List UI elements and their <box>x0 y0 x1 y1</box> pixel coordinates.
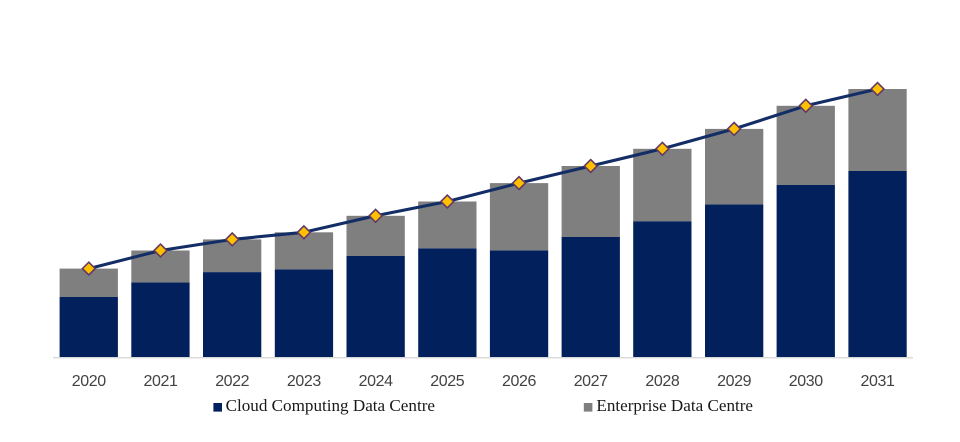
svg-text:2023: 2023 <box>287 373 321 390</box>
svg-text:2025: 2025 <box>430 373 464 390</box>
svg-text:2024: 2024 <box>359 373 393 390</box>
svg-text:Enterprise Data Centre: Enterprise Data Centre <box>596 396 753 415</box>
svg-text:2020: 2020 <box>72 373 106 390</box>
svg-text:2022: 2022 <box>215 373 249 390</box>
svg-text:2031: 2031 <box>861 373 895 390</box>
svg-text:2029: 2029 <box>717 373 751 390</box>
svg-text:2026: 2026 <box>502 373 536 390</box>
svg-text:2028: 2028 <box>645 373 679 390</box>
svg-text:2030: 2030 <box>789 373 823 390</box>
svg-text:2021: 2021 <box>144 373 178 390</box>
svg-text:2027: 2027 <box>574 373 608 390</box>
svg-text:Cloud Computing Data Centre: Cloud Computing Data Centre <box>226 396 435 415</box>
